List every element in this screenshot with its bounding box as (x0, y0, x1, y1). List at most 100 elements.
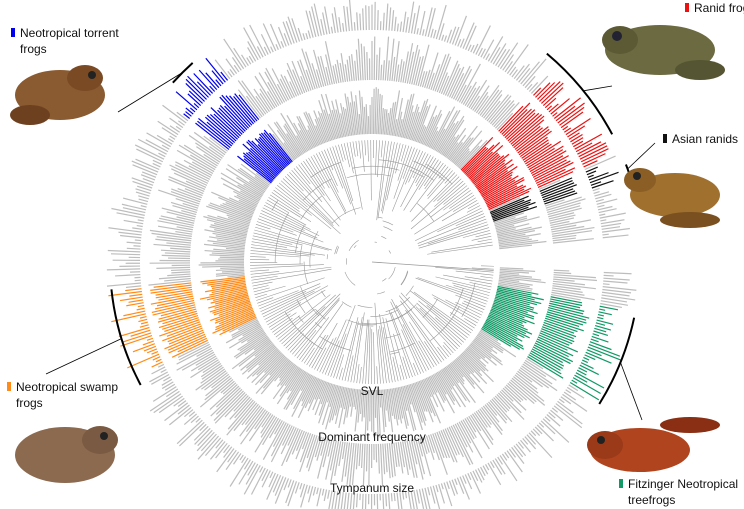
trait-bar (459, 354, 488, 385)
trait-bar (541, 182, 575, 197)
trait-bar (364, 389, 368, 437)
trait-bar (533, 87, 542, 96)
trait-bar (494, 299, 538, 315)
trait-bar (253, 88, 270, 112)
trait-bar (479, 89, 500, 116)
trait-bar (466, 417, 477, 433)
branch (324, 149, 334, 171)
trait-bar (578, 142, 607, 158)
trait-bar (387, 107, 392, 136)
trait-bar (260, 33, 272, 54)
branch (291, 170, 312, 193)
trait-bar (264, 353, 284, 373)
trait-bar (403, 385, 417, 431)
trait-bar (532, 159, 567, 178)
trait-bar (212, 313, 256, 334)
trait-bar (262, 417, 280, 446)
trait-bar (430, 110, 451, 149)
trait-bar (227, 164, 267, 191)
trait-bar (225, 323, 261, 344)
trait-bar (209, 254, 245, 258)
branch (338, 367, 343, 380)
trait-bar (164, 402, 189, 422)
trait-bar (171, 168, 208, 186)
trait-bar (156, 134, 173, 145)
trait-bar (465, 142, 501, 175)
trait-bar (410, 439, 418, 465)
trait-bar (209, 286, 247, 296)
trait-bar (490, 199, 532, 216)
trait-bar (330, 26, 334, 34)
trait-bar (438, 430, 451, 458)
trait-bar (399, 386, 409, 426)
trait-bar (475, 159, 513, 188)
trait-bar (193, 425, 209, 441)
trait-bar (151, 373, 170, 385)
trait-bar (215, 271, 245, 275)
trait-bar (351, 54, 355, 81)
trait-bar (427, 126, 439, 148)
trait-bar (328, 490, 333, 509)
trait-bar (335, 109, 344, 138)
trait-bar (495, 48, 507, 67)
branch (429, 306, 460, 342)
trait-bar (550, 298, 583, 307)
trait-bar (591, 180, 614, 189)
trait-bar (477, 409, 492, 428)
trait-bar (588, 343, 621, 357)
trait-bar (443, 482, 453, 507)
trait-bar (412, 382, 427, 422)
trait-bar (142, 178, 155, 184)
trait-bar (213, 113, 240, 139)
frog-photo (587, 417, 720, 472)
trait-bar (474, 91, 489, 112)
trait-bar (499, 268, 536, 273)
trait-bar (493, 300, 528, 314)
trait-bar (388, 7, 392, 31)
trait-bar (481, 175, 519, 198)
trait-bar (484, 404, 500, 423)
trait-bar (449, 362, 465, 382)
branch (443, 341, 454, 354)
trait-bar (603, 280, 628, 284)
trait-bar (529, 352, 561, 371)
trait-bar (175, 161, 211, 180)
trait-bar (214, 229, 247, 237)
branch (261, 286, 321, 315)
trait-bar (220, 71, 229, 81)
branch (388, 267, 396, 280)
branch (400, 271, 409, 286)
trait-bar (168, 178, 204, 195)
trait-bar (294, 482, 300, 494)
branch (449, 288, 464, 317)
trait-bar (435, 109, 461, 152)
trait-bar (489, 400, 508, 421)
trait-bar (239, 332, 267, 352)
trait-bar (391, 56, 396, 82)
branch (387, 304, 417, 322)
trait-bar (487, 188, 525, 208)
trait-bar (527, 145, 564, 169)
trait-bar (566, 386, 585, 399)
clade-label: frogs (20, 42, 47, 56)
trait-bar (158, 293, 193, 301)
trait-bar (383, 389, 387, 411)
branch (365, 319, 370, 384)
trait-bar (132, 180, 153, 189)
trait-bar (501, 109, 528, 135)
trait-bar (451, 361, 464, 378)
trait-bar (358, 443, 362, 467)
trait-bar (122, 197, 148, 205)
trait-bar (448, 426, 464, 458)
trait-bar (363, 389, 367, 418)
branch (303, 178, 332, 201)
trait-bar (259, 466, 264, 473)
branch (377, 141, 389, 219)
trait-bar (267, 123, 296, 161)
trait-bar (216, 448, 235, 473)
branch (388, 250, 391, 254)
trait-bar (281, 425, 293, 446)
branch (271, 192, 300, 212)
trait-bar (538, 179, 561, 190)
